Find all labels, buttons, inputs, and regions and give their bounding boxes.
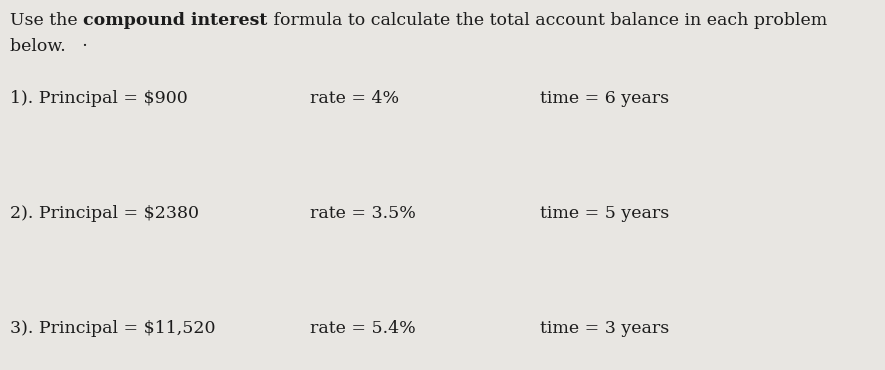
Text: time = 6 years: time = 6 years (540, 90, 669, 107)
Text: 1). Principal = $900: 1). Principal = $900 (10, 90, 188, 107)
Text: 3). Principal = $11,520: 3). Principal = $11,520 (10, 320, 216, 337)
Text: time = 5 years: time = 5 years (540, 205, 669, 222)
Text: rate = 5.4%: rate = 5.4% (310, 320, 416, 337)
Text: time = 3 years: time = 3 years (540, 320, 669, 337)
Text: 2). Principal = $2380: 2). Principal = $2380 (10, 205, 199, 222)
Text: Use the: Use the (10, 12, 83, 29)
Text: rate = 4%: rate = 4% (310, 90, 399, 107)
Text: rate = 3.5%: rate = 3.5% (310, 205, 416, 222)
Text: below.   ·: below. · (10, 38, 88, 55)
Text: compound interest: compound interest (83, 12, 267, 29)
Text: formula to calculate the total account balance in each problem: formula to calculate the total account b… (267, 12, 827, 29)
